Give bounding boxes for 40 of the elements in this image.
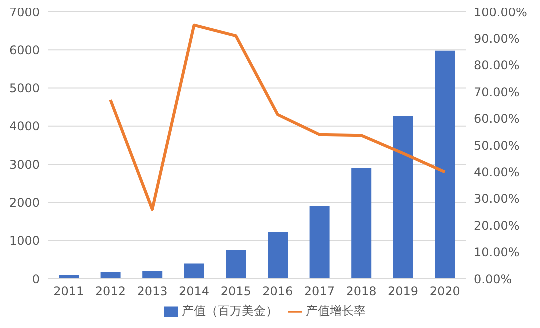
x-tick-label: 2012 <box>95 284 126 299</box>
y-tick-label: 5000 <box>9 82 40 96</box>
y-tick-label: 1000 <box>9 234 40 248</box>
y2-tick-label: 10.00% <box>474 246 520 260</box>
bar <box>435 50 456 279</box>
y-tick-label: 6000 <box>9 43 40 58</box>
bar <box>226 250 246 279</box>
bar <box>310 206 330 279</box>
x-tick-label: 2015 <box>220 284 252 299</box>
x-tick-label: 2016 <box>262 284 294 299</box>
y2-tick-label: 40.00% <box>474 165 520 180</box>
x-tick-label: 2020 <box>430 284 460 299</box>
x-tick-label: 2011 <box>54 284 84 299</box>
bar <box>268 232 288 279</box>
y-tick-label: 4000 <box>9 120 40 134</box>
x-tick-label: 2013 <box>137 284 168 299</box>
x-tick-label: 2017 <box>304 284 335 299</box>
x-tick-label: 2014 <box>179 284 210 299</box>
bar <box>184 264 204 279</box>
bar <box>352 168 372 279</box>
legend-label: 产值增长率 <box>306 304 366 318</box>
y2-tick-label: 20.00% <box>474 218 520 233</box>
y2-tick-label: 30.00% <box>474 192 520 206</box>
y2-tick-label: 0.00% <box>474 272 512 286</box>
line-series <box>109 24 447 212</box>
y2-tick-label: 60.00% <box>474 112 520 126</box>
legend-label: 产值（百万美金） <box>182 304 278 318</box>
bar <box>100 272 121 279</box>
bar <box>59 275 79 279</box>
bar <box>393 116 414 279</box>
y2-tick-label: 80.00% <box>474 58 520 73</box>
y-tick-label: 3000 <box>9 158 40 172</box>
bar <box>142 270 163 279</box>
x-tick-label: 2018 <box>346 284 377 299</box>
y2-tick-label: 70.00% <box>474 85 520 100</box>
y-tick-label: 0 <box>32 272 40 286</box>
y-tick-label: 2000 <box>9 196 40 210</box>
x-tick-label: 2019 <box>388 284 419 299</box>
y2-tick-label: 90.00% <box>474 32 520 46</box>
y2-tick-label: 50.00% <box>474 138 520 153</box>
